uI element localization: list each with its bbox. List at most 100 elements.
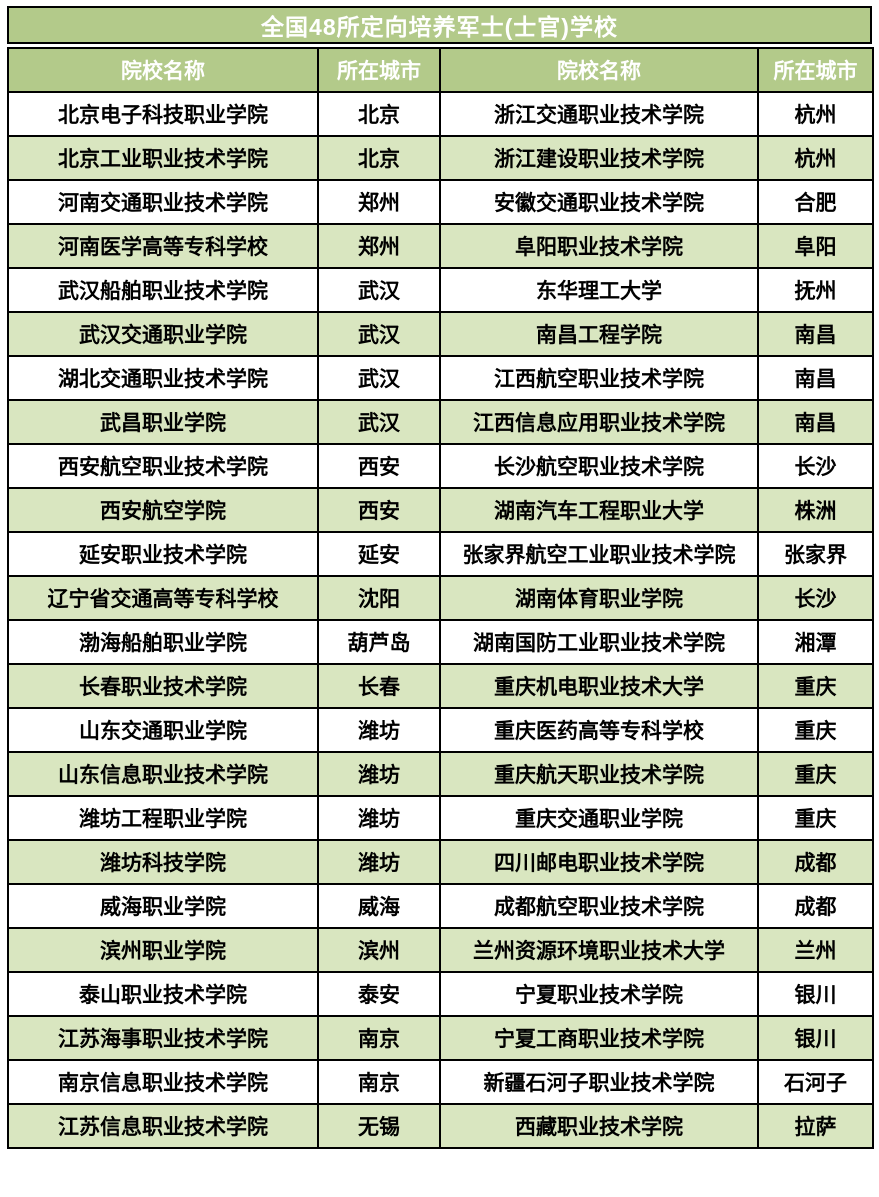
school-name-cell: 江西航空职业技术学院 (439, 355, 759, 401)
city-cell: 沈阳 (317, 575, 441, 621)
school-name-cell: 延安职业技术学院 (7, 531, 319, 577)
school-name-cell: 浙江交通职业技术学院 (439, 91, 759, 137)
table-row: 西安航空学院 西安 湖南汽车工程职业大学 株洲 (7, 487, 874, 533)
city-cell: 武汉 (317, 355, 441, 401)
city-cell: 西安 (317, 487, 441, 533)
city-cell: 滨州 (317, 927, 441, 973)
schools-table: 院校名称 所在城市 院校名称 所在城市 北京电子科技职业学院 北京 浙江交通职业… (7, 47, 874, 1149)
city-cell: 泰安 (317, 971, 441, 1017)
school-name-cell: 成都航空职业技术学院 (439, 883, 759, 929)
city-cell: 张家界 (757, 531, 874, 577)
city-cell: 无锡 (317, 1103, 441, 1149)
city-cell: 石河子 (757, 1059, 874, 1105)
city-cell: 长沙 (757, 443, 874, 489)
school-name-cell: 湖南汽车工程职业大学 (439, 487, 759, 533)
city-cell: 南昌 (757, 311, 874, 357)
city-cell: 南京 (317, 1015, 441, 1061)
table-row: 山东信息职业技术学院 潍坊 重庆航天职业技术学院 重庆 (7, 751, 874, 797)
school-name-cell: 武汉交通职业学院 (7, 311, 319, 357)
school-name-cell: 滨州职业学院 (7, 927, 319, 973)
city-cell: 郑州 (317, 179, 441, 225)
school-name-cell: 西藏职业技术学院 (439, 1103, 759, 1149)
table-row: 滨州职业学院 滨州 兰州资源环境职业技术大学 兰州 (7, 927, 874, 973)
city-cell: 南昌 (757, 355, 874, 401)
school-name-cell: 辽宁省交通高等专科学校 (7, 575, 319, 621)
city-cell: 南京 (317, 1059, 441, 1105)
school-name-cell: 阜阳职业技术学院 (439, 223, 759, 269)
city-cell: 杭州 (757, 135, 874, 181)
city-cell: 潍坊 (317, 839, 441, 885)
table-row: 北京工业职业技术学院 北京 浙江建设职业技术学院 杭州 (7, 135, 874, 181)
school-name-cell: 南京信息职业技术学院 (7, 1059, 319, 1105)
city-cell: 北京 (317, 135, 441, 181)
city-cell: 长春 (317, 663, 441, 709)
school-name-cell: 宁夏职业技术学院 (439, 971, 759, 1017)
school-name-cell: 武汉船舶职业技术学院 (7, 267, 319, 313)
school-name-cell: 江苏海事职业技术学院 (7, 1015, 319, 1061)
school-name-cell: 河南交通职业技术学院 (7, 179, 319, 225)
school-name-cell: 长春职业技术学院 (7, 663, 319, 709)
table-row: 西安航空职业技术学院 西安 长沙航空职业技术学院 长沙 (7, 443, 874, 489)
table-row: 长春职业技术学院 长春 重庆机电职业技术大学 重庆 (7, 663, 874, 709)
school-name-cell: 安徽交通职业技术学院 (439, 179, 759, 225)
school-name-cell: 武昌职业学院 (7, 399, 319, 445)
table-row: 江苏信息职业技术学院 无锡 西藏职业技术学院 拉萨 (7, 1103, 874, 1149)
school-name-cell: 南昌工程学院 (439, 311, 759, 357)
city-cell: 武汉 (317, 399, 441, 445)
city-cell: 长沙 (757, 575, 874, 621)
city-cell: 银川 (757, 1015, 874, 1061)
school-name-cell: 北京电子科技职业学院 (7, 91, 319, 137)
school-name-cell: 威海职业学院 (7, 883, 319, 929)
city-cell: 威海 (317, 883, 441, 929)
school-name-cell: 山东交通职业学院 (7, 707, 319, 753)
school-name-cell: 湖北交通职业技术学院 (7, 355, 319, 401)
city-cell: 阜阳 (757, 223, 874, 269)
city-cell: 拉萨 (757, 1103, 874, 1149)
city-cell: 重庆 (757, 663, 874, 709)
table-row: 武昌职业学院 武汉 江西信息应用职业技术学院 南昌 (7, 399, 874, 445)
school-name-cell: 江西信息应用职业技术学院 (439, 399, 759, 445)
city-cell: 潍坊 (317, 707, 441, 753)
school-name-cell: 河南医学高等专科学校 (7, 223, 319, 269)
table-row: 渤海船舶职业学院 葫芦岛 湖南国防工业职业技术学院 湘潭 (7, 619, 874, 665)
school-name-cell: 湖南国防工业职业技术学院 (439, 619, 759, 665)
table-row: 江苏海事职业技术学院 南京 宁夏工商职业技术学院 银川 (7, 1015, 874, 1061)
city-cell: 合肥 (757, 179, 874, 225)
column-header-city-left: 所在城市 (317, 47, 441, 93)
table-row: 南京信息职业技术学院 南京 新疆石河子职业技术学院 石河子 (7, 1059, 874, 1105)
table-row: 山东交通职业学院 潍坊 重庆医药高等专科学校 重庆 (7, 707, 874, 753)
table-row: 辽宁省交通高等专科学校 沈阳 湖南体育职业学院 长沙 (7, 575, 874, 621)
school-name-cell: 重庆航天职业技术学院 (439, 751, 759, 797)
school-name-cell: 长沙航空职业技术学院 (439, 443, 759, 489)
table-row: 湖北交通职业技术学院 武汉 江西航空职业技术学院 南昌 (7, 355, 874, 401)
table-row: 潍坊科技学院 潍坊 四川邮电职业技术学院 成都 (7, 839, 874, 885)
school-name-cell: 新疆石河子职业技术学院 (439, 1059, 759, 1105)
city-cell: 杭州 (757, 91, 874, 137)
table-row: 延安职业技术学院 延安 张家界航空工业职业技术学院 张家界 (7, 531, 874, 577)
city-cell: 延安 (317, 531, 441, 577)
city-cell: 葫芦岛 (317, 619, 441, 665)
city-cell: 重庆 (757, 795, 874, 841)
city-cell: 抚州 (757, 267, 874, 313)
city-cell: 湘潭 (757, 619, 874, 665)
table-row: 武汉交通职业学院 武汉 南昌工程学院 南昌 (7, 311, 874, 357)
column-header-city-right: 所在城市 (757, 47, 874, 93)
table-row: 河南医学高等专科学校 郑州 阜阳职业技术学院 阜阳 (7, 223, 874, 269)
column-header-school-left: 院校名称 (7, 47, 319, 93)
city-cell: 郑州 (317, 223, 441, 269)
school-name-cell: 湖南体育职业学院 (439, 575, 759, 621)
school-name-cell: 东华理工大学 (439, 267, 759, 313)
city-cell: 重庆 (757, 751, 874, 797)
city-cell: 银川 (757, 971, 874, 1017)
city-cell: 成都 (757, 839, 874, 885)
table-row: 武汉船舶职业技术学院 武汉 东华理工大学 抚州 (7, 267, 874, 313)
city-cell: 武汉 (317, 311, 441, 357)
city-cell: 南昌 (757, 399, 874, 445)
city-cell: 武汉 (317, 267, 441, 313)
header-row: 院校名称 所在城市 院校名称 所在城市 (7, 47, 874, 93)
school-name-cell: 潍坊科技学院 (7, 839, 319, 885)
table-row: 北京电子科技职业学院 北京 浙江交通职业技术学院 杭州 (7, 91, 874, 137)
school-name-cell: 泰山职业技术学院 (7, 971, 319, 1017)
table-title-bar: 全国48所定向培养军士(士官)学校 (7, 6, 872, 44)
